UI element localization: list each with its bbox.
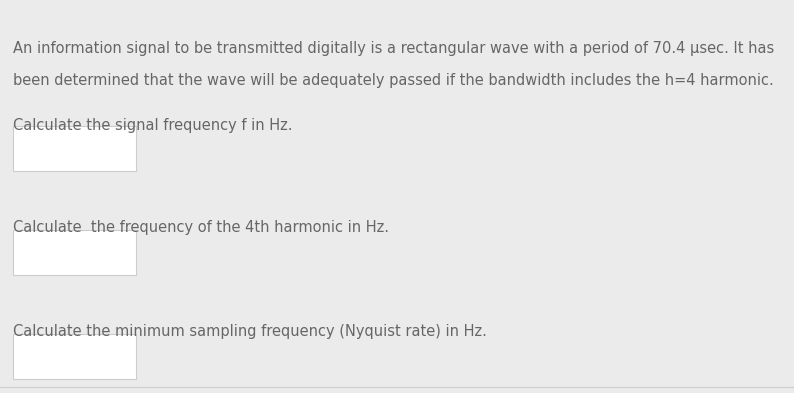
Text: been determined that the wave will be adequately passed if the bandwidth include: been determined that the wave will be ad…	[13, 73, 773, 88]
Text: Calculate  the frequency of the 4th harmonic in Hz.: Calculate the frequency of the 4th harmo…	[13, 220, 389, 235]
Text: Calculate the minimum sampling frequency (Nyquist rate) in Hz.: Calculate the minimum sampling frequency…	[13, 324, 487, 339]
Text: Calculate the signal frequency f in Hz.: Calculate the signal frequency f in Hz.	[13, 118, 292, 133]
Text: An information signal to be transmitted digitally is a rectangular wave with a p: An information signal to be transmitted …	[13, 41, 774, 56]
